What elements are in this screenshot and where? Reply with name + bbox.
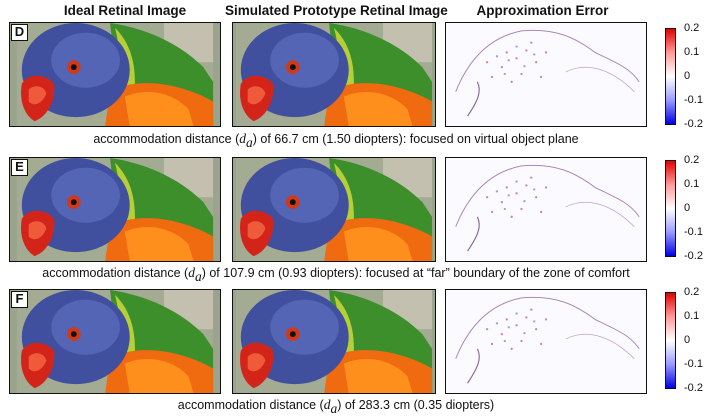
colorbar-tick: 0 [684, 70, 691, 82]
row-label-d: D [11, 24, 28, 41]
colorbar-tick: 0.1 [684, 46, 700, 58]
caption-f: accommodation distance (da) of 283.3 cm … [177, 397, 495, 416]
colorbar-tick: -0.1 [684, 358, 703, 370]
simulated-image-f [232, 289, 436, 394]
ideal-image-f [9, 289, 221, 394]
header-simulated: Simulated Prototype Retinal Image [225, 3, 448, 18]
simulated-image-d [232, 22, 436, 127]
colorbar-tick: 0.2 [684, 286, 700, 298]
ideal-image-e [9, 157, 221, 262]
colorbar-tick: -0.2 [684, 118, 703, 130]
colorbar-e [665, 160, 676, 257]
colorbar-tick: 0 [684, 334, 691, 346]
colorbar-tick: 0.2 [684, 22, 700, 34]
row-label-e: E [11, 159, 28, 176]
colorbar-tick: -0.1 [684, 94, 703, 106]
colorbar-tick: 0.2 [684, 154, 700, 166]
colorbar-tick: 0.1 [684, 310, 700, 322]
simulated-image-e [232, 157, 436, 262]
colorbar-d [665, 28, 676, 125]
error-map-d [445, 22, 647, 127]
ideal-image-d [9, 22, 221, 127]
error-map-f [445, 289, 647, 394]
colorbar-tick: -0.2 [684, 382, 703, 394]
header-error: Approximation Error [476, 3, 609, 18]
colorbar-tick: 0 [684, 202, 691, 214]
colorbar-f [665, 292, 676, 389]
row-label-f: F [11, 291, 28, 308]
caption-d: accommodation distance (da) of 66.7 cm (… [93, 131, 579, 150]
colorbar-tick: -0.1 [684, 226, 703, 238]
caption-e: accommodation distance (da) of 107.9 cm … [42, 265, 630, 284]
colorbar-tick: 0.1 [684, 178, 700, 190]
header-ideal: Ideal Retinal Image [63, 3, 187, 18]
error-map-e [445, 157, 647, 262]
colorbar-tick: -0.2 [684, 250, 703, 262]
